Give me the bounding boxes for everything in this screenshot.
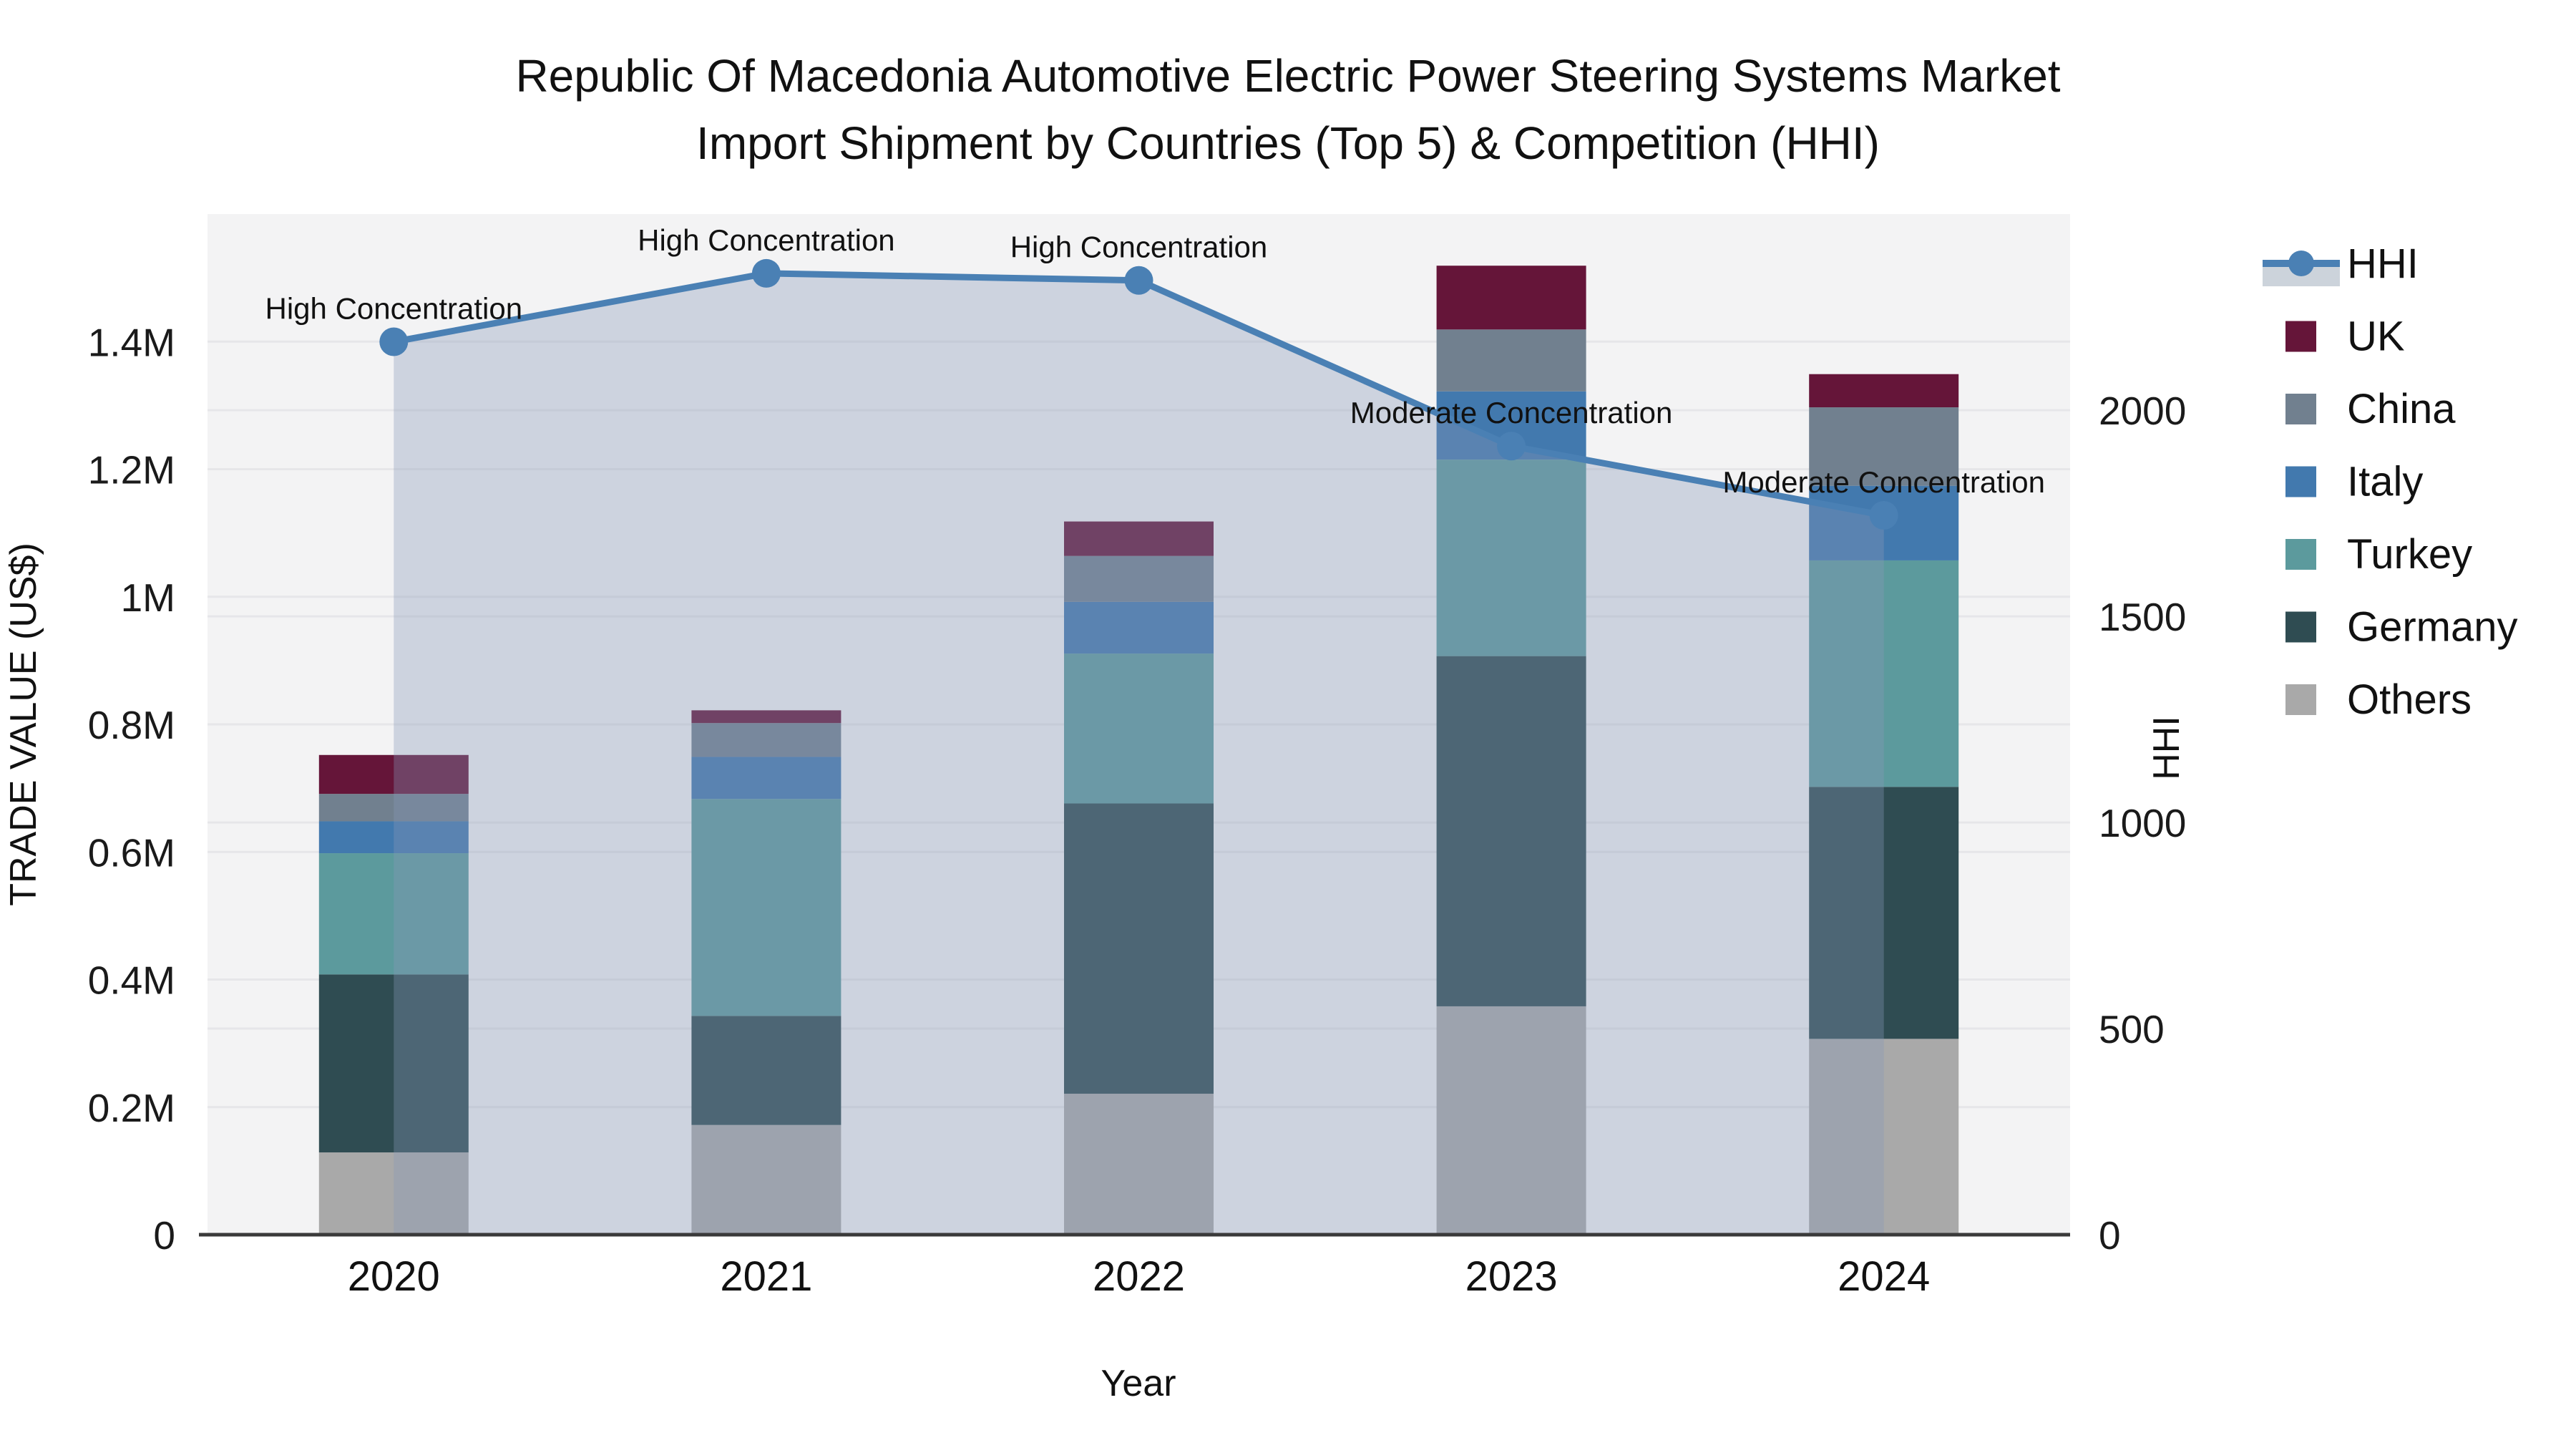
y2-tick-label: 0 [2099, 1213, 2121, 1258]
x-tick-label-2021[interactable]: 2021 [720, 1253, 812, 1300]
hhi-marker-2020[interactable] [379, 327, 409, 356]
legend-item-others[interactable]: Others [2285, 676, 2472, 723]
bar-segment-2024-others[interactable] [1809, 1039, 1959, 1235]
legend-label-italy[interactable]: Italy [2347, 459, 2423, 505]
legend-label-germany[interactable]: Germany [2347, 604, 2518, 651]
bar-segment-2022-uk[interactable] [1064, 521, 1214, 556]
legend-hhi-marker-swatch [2288, 251, 2314, 276]
bar-segment-2024-china[interactable] [1809, 407, 1959, 486]
bar-segment-2021-germany[interactable] [691, 1016, 841, 1125]
x-tick-label-2022[interactable]: 2022 [1093, 1253, 1185, 1300]
y-tick-label: 0 [153, 1213, 175, 1258]
bar-segment-2020-germany[interactable] [318, 974, 469, 1153]
bar-segment-2020-uk[interactable] [318, 754, 469, 794]
bar-segment-2024-germany[interactable] [1809, 787, 1959, 1039]
plot-root: High Concentration High Concentration High… [88, 214, 2518, 1300]
bar-segment-2021-uk[interactable] [691, 710, 841, 724]
bar-segment-2023-china[interactable] [1436, 329, 1586, 392]
bar-segment-2021-italy[interactable] [691, 757, 841, 800]
bar-segment-2022-turkey[interactable] [1064, 653, 1214, 804]
legend-swatch-turkey [2285, 539, 2316, 570]
legend-label-china[interactable]: China [2347, 386, 2456, 432]
hhi-area-fill [394, 273, 1884, 1235]
chart-title-line1: Republic Of Macedonia Automotive Electri… [515, 50, 2060, 102]
annotation-2024: Moderate Concentration [1722, 465, 2045, 499]
bar-segment-2021-china[interactable] [691, 723, 841, 757]
y2-tick-label: 500 [2099, 1007, 2165, 1051]
y-tick-label: 1M [121, 575, 175, 620]
bar-segment-2021-turkey[interactable] [691, 799, 841, 1016]
x-tick-label-2023[interactable]: 2023 [1465, 1253, 1558, 1300]
bar-segment-2024-turkey[interactable] [1809, 560, 1959, 787]
legend-swatch-uk [2285, 321, 2316, 352]
legend-label-others[interactable]: Others [2347, 676, 2472, 723]
legend-swatch-others [2285, 684, 2316, 715]
bar-segment-2023-germany[interactable] [1436, 656, 1586, 1006]
legend-label-turkey[interactable]: Turkey [2347, 531, 2472, 578]
y-tick-label: 0.2M [88, 1086, 175, 1130]
hhi-marker-2024[interactable] [1869, 501, 1898, 530]
annotation-2020: High Concentration [265, 292, 523, 326]
bar-segment-2020-others[interactable] [318, 1152, 469, 1235]
bar-segment-2022-italy[interactable] [1064, 601, 1214, 654]
bar-segment-2023-others[interactable] [1436, 1006, 1586, 1235]
y2-axis-title: HHI [2146, 716, 2187, 780]
bar-segment-2022-china[interactable] [1064, 555, 1214, 602]
y-tick-label: 1.4M [88, 320, 175, 364]
bar-segment-2020-italy[interactable] [318, 821, 469, 854]
y2-tick-label: 2000 [2099, 389, 2186, 433]
legend-label-hhi[interactable]: HHI [2347, 240, 2419, 287]
legend-item-turkey[interactable]: Turkey [2285, 531, 2472, 578]
legend-item-uk[interactable]: UK [2285, 314, 2405, 360]
x-tick-label-2024[interactable]: 2024 [1838, 1253, 1930, 1300]
chart-title-line2: Import Shipment by Countries (Top 5) & C… [696, 117, 1880, 169]
legend-item-hhi[interactable]: HHI [2263, 240, 2419, 287]
annotation-2022: High Concentration [1010, 230, 1268, 264]
bar-segment-2020-turkey[interactable] [318, 853, 469, 975]
y-tick-label: 0.6M [88, 830, 175, 875]
y2-tick-label: 1000 [2099, 801, 2186, 845]
hhi-marker-2023[interactable] [1497, 432, 1526, 461]
hhi-marker-2021[interactable] [751, 258, 781, 288]
bar-segment-2023-uk[interactable] [1436, 266, 1586, 330]
legend-item-italy[interactable]: Italy [2285, 459, 2423, 505]
legend-swatch-italy [2285, 466, 2316, 497]
bar-segment-2023-turkey[interactable] [1436, 460, 1586, 656]
legend-item-china[interactable]: China [2285, 386, 2456, 432]
bar-segment-2021-others[interactable] [691, 1124, 841, 1235]
legend-swatch-germany [2285, 611, 2316, 643]
hhi-marker-2022[interactable] [1124, 266, 1153, 295]
x-tick-label-2020[interactable]: 2020 [348, 1253, 440, 1300]
y-tick-label: 0.8M [88, 703, 175, 747]
y-axis-title: TRADE VALUE (US$) [3, 543, 44, 906]
legend-item-germany[interactable]: Germany [2285, 604, 2518, 651]
bar-segment-2022-germany[interactable] [1064, 803, 1214, 1094]
y-tick-label: 0.4M [88, 958, 175, 1003]
bar-segment-2020-china[interactable] [318, 794, 469, 822]
bar-segment-2024-uk[interactable] [1809, 374, 1959, 408]
y2-tick-label: 1500 [2099, 595, 2186, 639]
bar-segment-2022-others[interactable] [1064, 1094, 1214, 1235]
annotation-2023: Moderate Concentration [1350, 396, 1673, 429]
legend-swatch-china [2285, 394, 2316, 424]
legend-label-uk[interactable]: UK [2347, 314, 2405, 360]
annotation-2021: High Concentration [638, 223, 895, 257]
x-axis-title: Year [1101, 1363, 1176, 1404]
y-tick-label: 1.2M [88, 448, 175, 492]
